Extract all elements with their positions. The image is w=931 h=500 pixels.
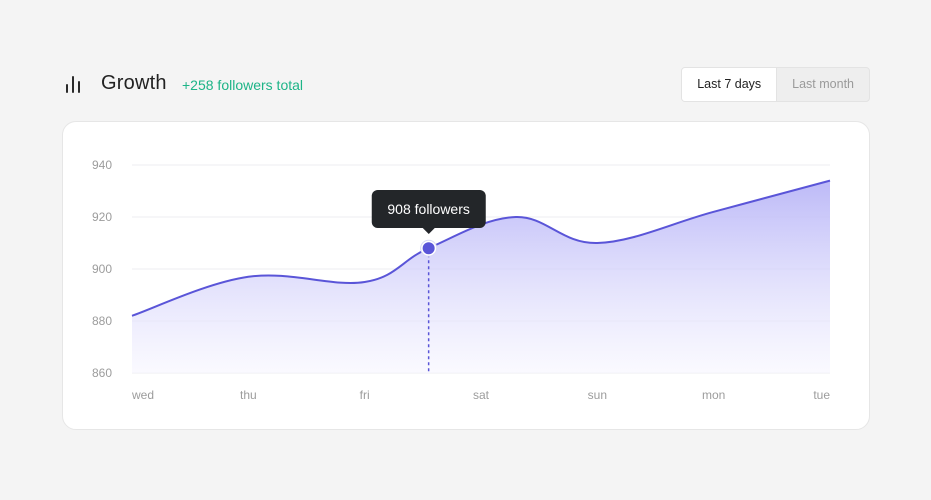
range-selector: Last 7 days Last month bbox=[681, 67, 870, 102]
bar-chart-icon bbox=[66, 76, 84, 93]
series-area bbox=[132, 180, 830, 373]
chart-header: Growth +258 followers total Last 7 days … bbox=[62, 66, 870, 102]
y-tick-label: 940 bbox=[92, 158, 112, 172]
y-tick-label: 880 bbox=[92, 314, 112, 328]
followers-total: +258 followers total bbox=[182, 77, 304, 93]
x-tick-label: wed bbox=[131, 388, 154, 402]
range-last-month-button[interactable]: Last month bbox=[792, 77, 854, 91]
chart-card: 860 880 900 920 940 wed thu fri sat sun mon tue 908… bbox=[62, 121, 870, 430]
x-tick-label: mon bbox=[702, 388, 725, 402]
hover-point bbox=[422, 242, 435, 255]
x-tick-label: tue bbox=[813, 388, 830, 402]
x-tick-label: sun bbox=[588, 388, 607, 402]
y-tick-label: 920 bbox=[92, 210, 112, 224]
growth-chart: 860 880 900 920 940 wed thu fri sat sun mon tue bbox=[92, 158, 830, 402]
value-tooltip: 908 followers bbox=[371, 190, 486, 235]
y-tick-label: 900 bbox=[92, 262, 112, 276]
x-tick-label: sat bbox=[473, 388, 490, 402]
x-tick-label: fri bbox=[360, 388, 370, 402]
range-last-7-days-button[interactable]: Last 7 days bbox=[682, 68, 778, 101]
y-tick-label: 860 bbox=[92, 366, 112, 380]
x-tick-label: thu bbox=[240, 388, 257, 402]
chart-title: Growth bbox=[101, 72, 167, 94]
